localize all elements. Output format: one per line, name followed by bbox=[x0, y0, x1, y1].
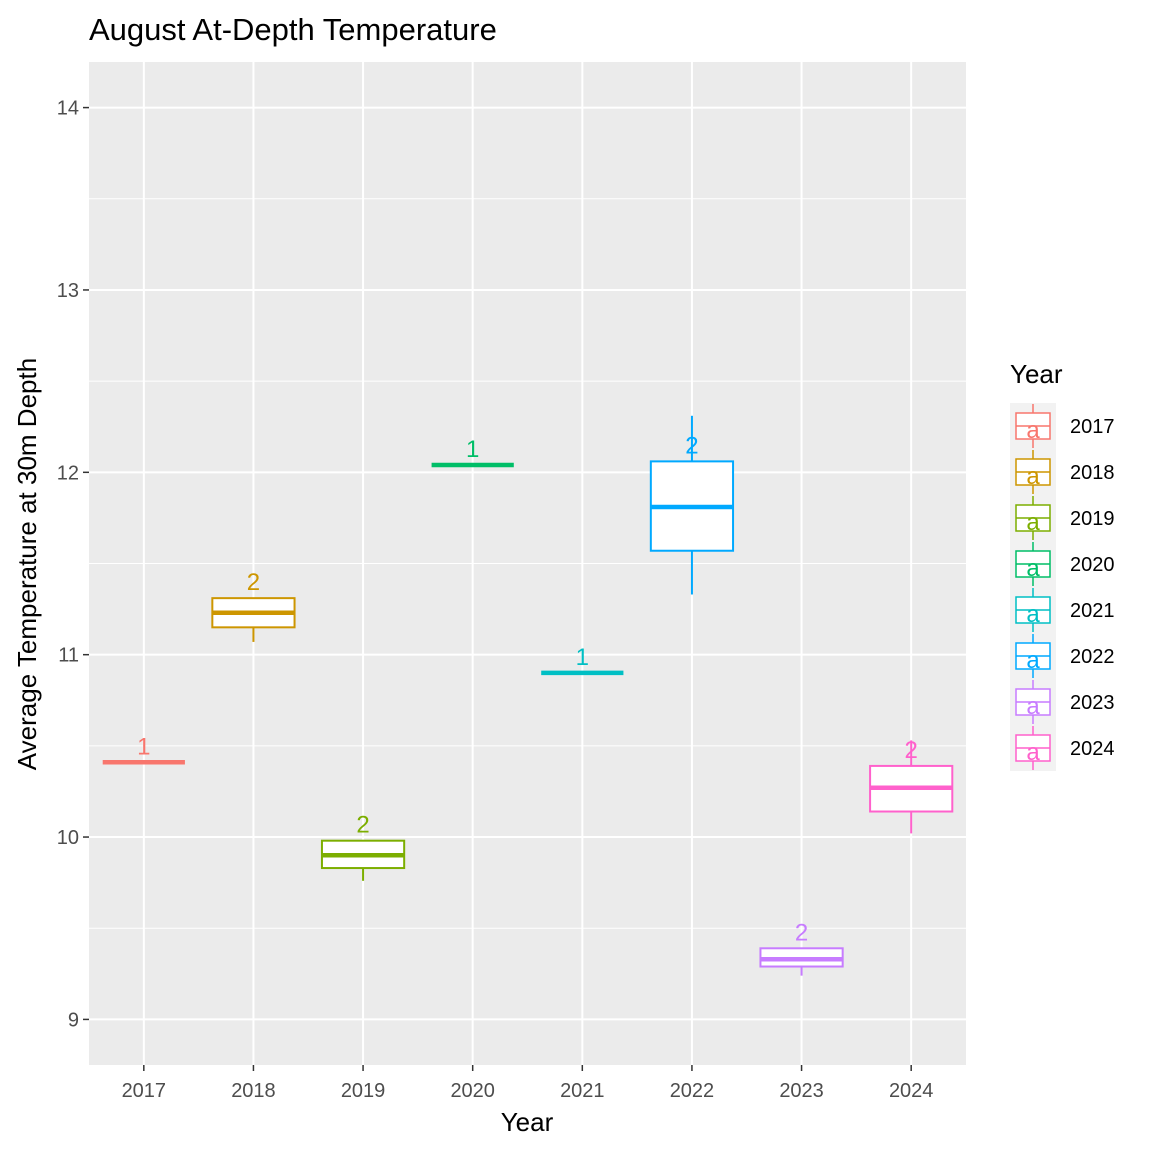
legend-label: 2024 bbox=[1070, 738, 1115, 760]
boxplot-2023: 2 bbox=[759, 919, 844, 976]
legend-key-glyph: a bbox=[1026, 647, 1040, 674]
legend-label: 2017 bbox=[1070, 416, 1115, 438]
legend-key-glyph: a bbox=[1026, 739, 1040, 766]
y-tick-label: 9 bbox=[68, 1009, 79, 1031]
legend-item-2024: a 2024 bbox=[1015, 726, 1115, 770]
x-tick-label: 2020 bbox=[450, 1080, 495, 1102]
x-tick-label: 2018 bbox=[231, 1080, 276, 1102]
legend-item-2023: a 2023 bbox=[1015, 680, 1115, 724]
boxplots: 1 2 2 1 1 2 2 2 bbox=[102, 415, 954, 976]
boxplot-2017: 1 bbox=[102, 733, 185, 765]
x-axis-ticks: 2017 2018 2019 2020 2021 2022 2023 2024 bbox=[122, 1065, 934, 1102]
y-tick-label: 12 bbox=[57, 462, 79, 484]
x-tick-label: 2023 bbox=[779, 1080, 824, 1102]
legend-label: 2023 bbox=[1070, 692, 1115, 714]
y-axis-title: Average Temperature at 30m Depth bbox=[12, 358, 42, 770]
y-tick-label: 14 bbox=[57, 98, 79, 120]
count-label: 1 bbox=[466, 436, 479, 463]
legend-label: 2022 bbox=[1070, 646, 1115, 668]
x-tick-label: 2019 bbox=[341, 1080, 386, 1102]
boxplot-2021: 1 bbox=[541, 644, 624, 676]
legend-key-glyph: a bbox=[1026, 463, 1040, 490]
minor-gridlines bbox=[89, 198, 966, 929]
count-label: 2 bbox=[905, 737, 918, 764]
count-label: 2 bbox=[356, 812, 369, 839]
legend-label: 2021 bbox=[1070, 600, 1115, 622]
legend-key-glyph: a bbox=[1026, 509, 1040, 536]
legend-label: 2018 bbox=[1070, 462, 1115, 484]
legend-key-glyph: a bbox=[1026, 601, 1040, 628]
x-tick-label: 2022 bbox=[670, 1080, 715, 1102]
legend-item-2017: a 2017 bbox=[1015, 404, 1115, 448]
legend-key-glyph: a bbox=[1026, 693, 1040, 720]
x-tick-label: 2021 bbox=[560, 1080, 605, 1102]
legend-item-2019: a 2019 bbox=[1015, 496, 1115, 540]
legend-title: Year bbox=[1010, 359, 1063, 389]
boxplot-2024: 2 bbox=[869, 737, 954, 834]
major-gridlines bbox=[89, 62, 966, 1065]
count-label: 1 bbox=[137, 733, 150, 760]
boxplot-2018: 2 bbox=[211, 569, 296, 642]
y-axis-ticks: 9 10 11 12 13 14 bbox=[57, 98, 89, 1031]
count-label: 2 bbox=[795, 919, 808, 946]
chart-title: August At-Depth Temperature bbox=[89, 12, 497, 47]
legend-item-2022: a 2022 bbox=[1015, 634, 1115, 678]
x-tick-label: 2024 bbox=[889, 1080, 934, 1102]
legend-label: 2020 bbox=[1070, 554, 1115, 576]
count-label: 1 bbox=[576, 644, 589, 671]
y-tick-label: 13 bbox=[57, 280, 79, 302]
legend-item-2021: a 2021 bbox=[1015, 588, 1115, 632]
boxplot-2020: 1 bbox=[431, 436, 514, 468]
x-tick-label: 2017 bbox=[122, 1080, 167, 1102]
legend-label: 2019 bbox=[1070, 508, 1115, 530]
legend-item-2020: a 2020 bbox=[1015, 542, 1115, 586]
boxplot-2019: 2 bbox=[320, 812, 406, 881]
count-label: 2 bbox=[247, 569, 260, 596]
legend-key-glyph: a bbox=[1026, 417, 1040, 444]
legend: Year a 2017 a 2018 a 2019 a 2020 a 2021 a 2022 a 2023… bbox=[1010, 359, 1115, 771]
legend-key-glyph: a bbox=[1026, 555, 1040, 582]
legend-item-2018: a 2018 bbox=[1015, 450, 1115, 494]
count-label: 2 bbox=[685, 432, 698, 459]
boxplot-2022: 2 bbox=[649, 415, 735, 595]
y-tick-label: 11 bbox=[58, 645, 79, 667]
legend-items: a 2017 a 2018 a 2019 a 2020 a 2021 a 2022 a 2023 a 2024 bbox=[1015, 404, 1115, 770]
y-tick-label: 10 bbox=[57, 827, 79, 849]
x-axis-title: Year bbox=[501, 1107, 554, 1137]
